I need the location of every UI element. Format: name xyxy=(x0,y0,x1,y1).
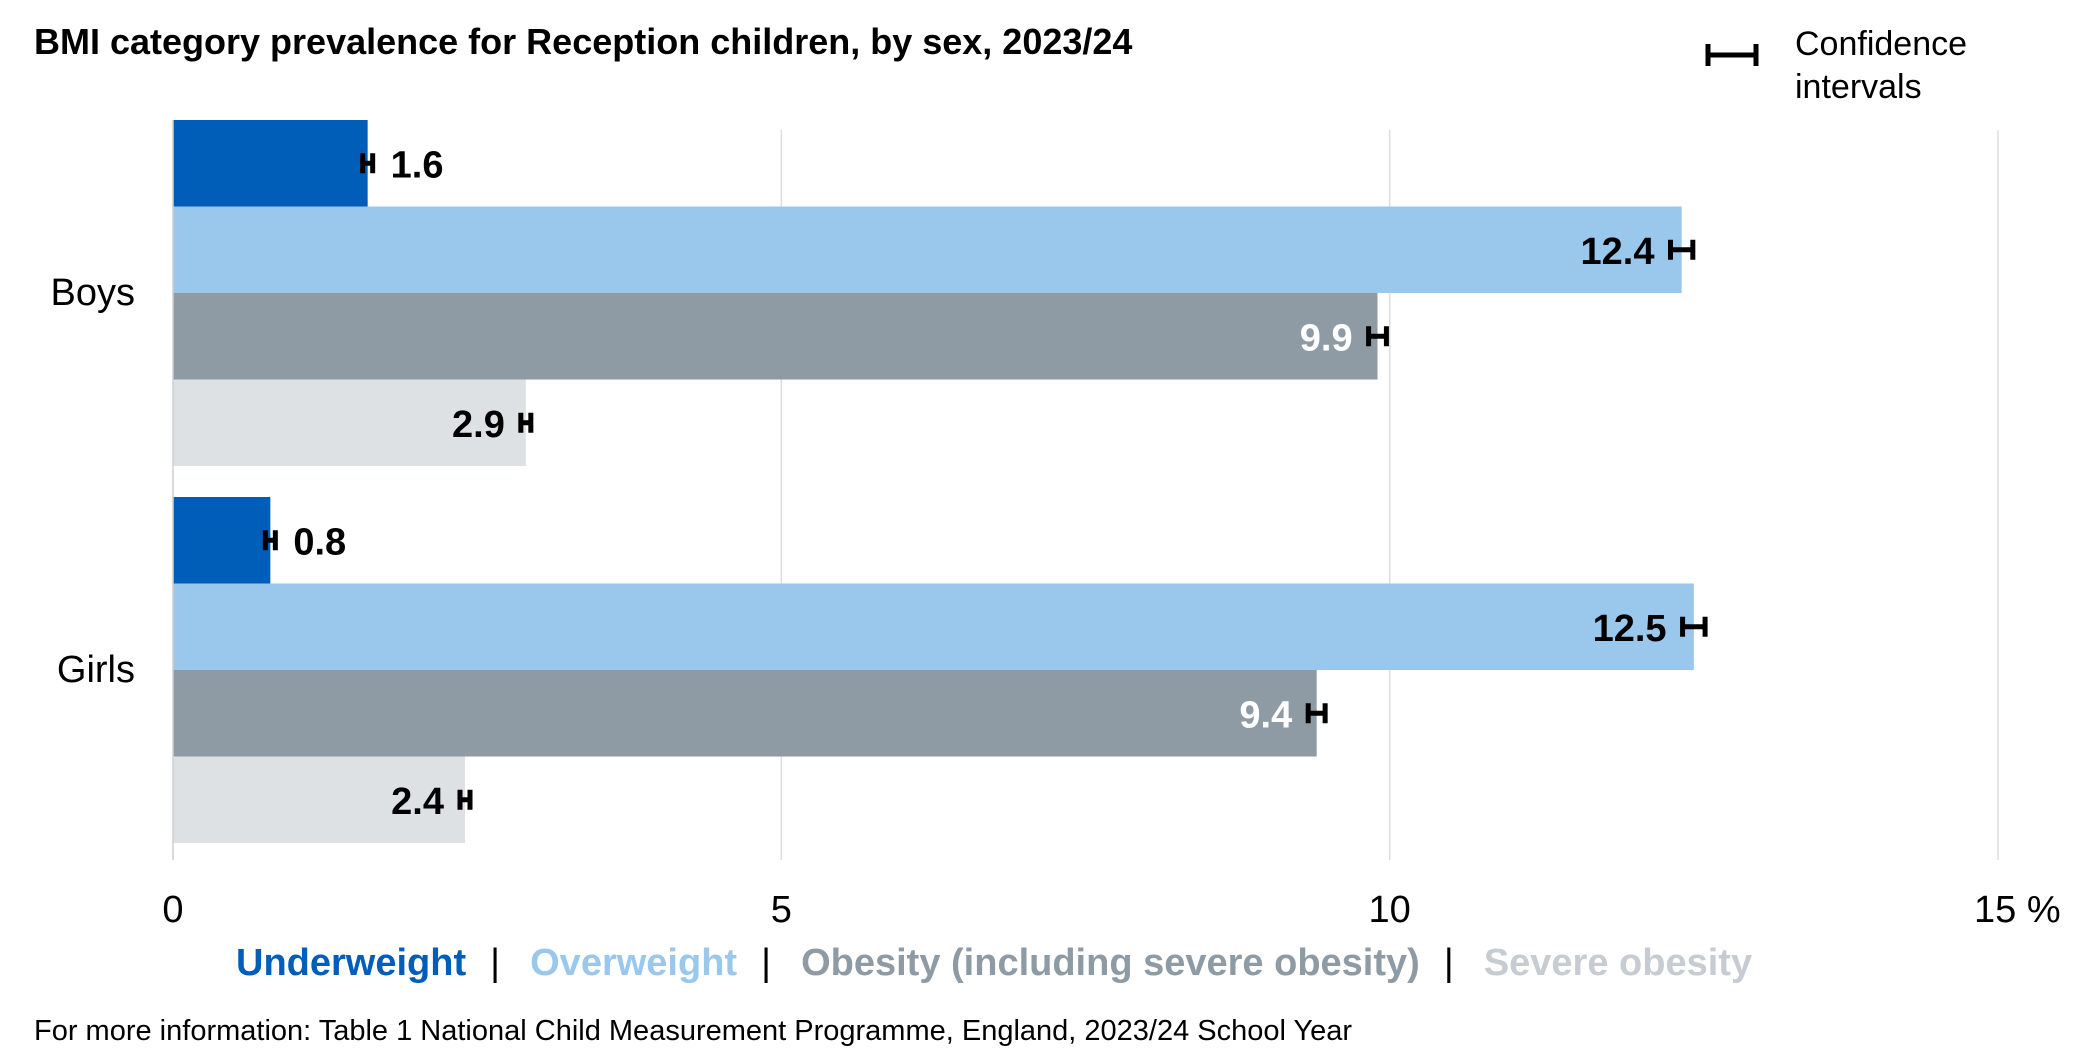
legend-separator: | xyxy=(761,942,771,984)
data-label: 0.8 xyxy=(293,521,346,563)
bar xyxy=(173,497,271,584)
category-label: Girls xyxy=(57,649,135,691)
confidence-interval-legend-line-1: Confidence xyxy=(1795,25,1967,63)
confidence-interval-legend-icon xyxy=(1705,44,1759,66)
bar xyxy=(173,583,1694,670)
x-axis: 0 5 10 15 % xyxy=(162,120,2061,931)
bar xyxy=(173,670,1317,757)
x-tick-label: 10 xyxy=(1369,889,1411,931)
bar xyxy=(173,120,368,207)
data-label: 12.4 xyxy=(1581,231,1655,273)
confidence-interval-legend: Confidence intervals xyxy=(1705,25,1967,106)
legend-entry: Obesity (including severe obesity) xyxy=(801,942,1420,984)
bar xyxy=(173,206,1682,293)
error-bar xyxy=(1668,239,1696,260)
error-bar xyxy=(262,530,278,551)
x-tick-label: 15 % xyxy=(1974,889,2061,931)
error-bar xyxy=(1305,703,1328,724)
data-label: 1.6 xyxy=(391,144,444,186)
confidence-interval-legend-line-2: intervals xyxy=(1795,68,1922,106)
legend-entry: Underweight xyxy=(236,942,466,984)
bar xyxy=(173,293,1378,380)
error-bar xyxy=(1366,326,1389,347)
legend-separator: | xyxy=(1444,942,1454,984)
error-bar xyxy=(518,412,534,433)
data-label: 12.5 xyxy=(1593,608,1667,650)
legend-separator: | xyxy=(490,942,500,984)
category-label: Boys xyxy=(51,272,135,314)
data-label: 2.4 xyxy=(391,781,444,823)
legend-entry: Severe obesity xyxy=(1484,942,1752,984)
data-label: 9.9 xyxy=(1300,317,1353,359)
x-tick-label: 5 xyxy=(771,889,792,931)
error-bar xyxy=(1680,616,1708,637)
x-tick-label: 0 xyxy=(162,889,183,931)
y-axis-categories: Boys Girls xyxy=(51,272,135,691)
chart-title: BMI category prevalence for Reception ch… xyxy=(34,21,1132,62)
bar xyxy=(173,379,526,466)
error-bar xyxy=(360,153,376,174)
bars xyxy=(173,120,1694,843)
data-labels: 1.6 0.8 12.4 12.5 9.9 9.4 2.9 2.4 xyxy=(262,144,1708,823)
footnote: For more information: Table 1 National C… xyxy=(34,1015,1352,1047)
data-label: 9.4 xyxy=(1239,694,1292,736)
data-label: 2.9 xyxy=(452,404,505,446)
legend-entry: Overweight xyxy=(530,942,737,984)
series-legend: Underweight | Overweight | Obesity (includin… xyxy=(236,942,1752,984)
bar xyxy=(173,756,465,843)
error-bar xyxy=(457,789,473,810)
